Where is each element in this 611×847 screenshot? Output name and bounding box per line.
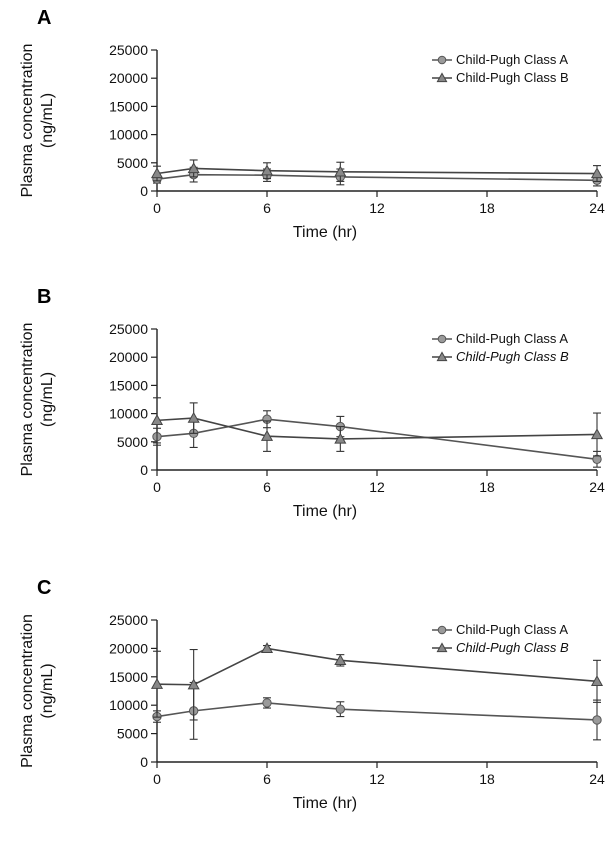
legend-label: Child-Pugh Class B [456, 349, 569, 364]
panel-label: B [37, 286, 51, 308]
legend-marker [437, 55, 447, 65]
legend: Child-Pugh Class A Child-Pugh Class B [432, 622, 569, 655]
y-tick-label: 15000 [109, 377, 148, 393]
series-line [156, 417, 598, 440]
data-point [260, 642, 274, 654]
panel-label: C [37, 577, 51, 599]
y-tick-label: 5000 [117, 726, 148, 742]
y-axis-title-line: (ng/mL) [39, 372, 56, 427]
series-class-b [150, 159, 604, 182]
y-tick-label: 20000 [109, 70, 148, 86]
legend-marker [436, 642, 448, 653]
x-tick-label: 12 [369, 200, 385, 216]
legend-label: Child-Pugh Class A [456, 622, 568, 637]
y-tick-label: 0 [140, 754, 148, 770]
data-point [334, 432, 347, 444]
y-axis-title-line: Plasma concentration [19, 44, 36, 198]
y-tick-label: 25000 [109, 612, 148, 628]
legend-marker [436, 72, 448, 83]
y-tick-label: 15000 [109, 98, 148, 114]
y-tick-label: 10000 [109, 697, 148, 713]
x-tick-label: 6 [263, 771, 271, 787]
y-axis-title-line: (ng/mL) [39, 93, 56, 148]
chart-panel-b: B 0 5000 10000 15000 20000 25000 0 6 12 18 24 Time (… [19, 286, 605, 520]
data-point [334, 165, 347, 177]
y-axis-title: Plasma concentration (ng/mL) [19, 323, 56, 477]
data-point [187, 411, 200, 423]
y-tick-label: 20000 [109, 640, 148, 656]
series-class-b [150, 642, 604, 721]
data-point [260, 429, 274, 441]
x-tick-label: 6 [263, 200, 271, 216]
y-axis-title-line: (ng/mL) [39, 663, 56, 718]
data-point [590, 675, 604, 687]
legend: Child-Pugh Class A Child-Pugh Class B [432, 331, 569, 364]
data-point [334, 654, 347, 665]
legend-label: Child-Pugh Class A [456, 331, 568, 346]
x-tick-label: 24 [589, 771, 605, 787]
y-tick-label: 10000 [109, 127, 148, 143]
y-tick-label: 25000 [109, 321, 148, 337]
data-point [187, 162, 200, 174]
x-tick-label: 18 [479, 479, 495, 495]
x-tick-label: 18 [479, 200, 495, 216]
series-line [156, 173, 598, 182]
y-axis-title-line: Plasma concentration [19, 614, 36, 768]
y-tick-label: 20000 [109, 349, 148, 365]
x-axis-title: Time (hr) [293, 795, 357, 812]
x-tick-label: 6 [263, 479, 271, 495]
y-tick-label: 5000 [117, 155, 148, 171]
x-tick-label: 12 [369, 479, 385, 495]
x-axis-title: Time (hr) [293, 224, 357, 241]
x-tick-label: 0 [153, 479, 161, 495]
legend-marker [437, 334, 447, 344]
data-point [260, 164, 274, 176]
series-line [156, 702, 598, 721]
data-point [590, 167, 604, 179]
y-tick-label: 0 [140, 462, 148, 478]
chart-panel-a: A 0 5000 10000 15000 20000 25000 0 6 12 18 24 Time (… [19, 7, 605, 241]
x-axis-title: Time (hr) [293, 503, 357, 520]
series-class-a [152, 166, 602, 187]
legend-label: Child-Pugh Class A [456, 52, 568, 67]
data-point [335, 704, 346, 714]
data-point [262, 698, 272, 708]
data-point [592, 715, 602, 725]
x-tick-label: 12 [369, 771, 385, 787]
data-point [187, 678, 200, 690]
chart-panel-c: C 0 5000 10000 15000 20000 25000 0 6 12 18 24 Time (… [19, 577, 605, 812]
y-axis-title: Plasma concentration (ng/mL) [19, 44, 56, 198]
x-tick-label: 18 [479, 771, 495, 787]
series-class-a [152, 681, 602, 741]
data-point [150, 677, 164, 689]
x-tick-label: 0 [153, 771, 161, 787]
data-point [590, 428, 604, 440]
y-tick-label: 10000 [109, 406, 148, 422]
series-line [156, 167, 598, 175]
legend-marker [437, 625, 447, 635]
legend-label: Child-Pugh Class B [456, 70, 569, 85]
x-tick-label: 24 [589, 200, 605, 216]
panel-label: A [37, 7, 51, 29]
legend-label: Child-Pugh Class B [456, 640, 569, 655]
legend-marker [436, 351, 448, 362]
x-tick-label: 24 [589, 479, 605, 495]
y-tick-label: 0 [140, 183, 148, 199]
y-tick-label: 5000 [117, 434, 148, 450]
x-tick-label: 0 [153, 200, 161, 216]
legend: Child-Pugh Class A Child-Pugh Class B [432, 52, 569, 85]
y-tick-label: 25000 [109, 42, 148, 58]
data-point [150, 167, 164, 179]
series-class-b [150, 397, 604, 457]
data-point [150, 414, 164, 426]
y-axis-title-line: Plasma concentration [19, 323, 36, 477]
y-tick-label: 15000 [109, 669, 148, 685]
y-axis-title: Plasma concentration (ng/mL) [19, 614, 56, 768]
